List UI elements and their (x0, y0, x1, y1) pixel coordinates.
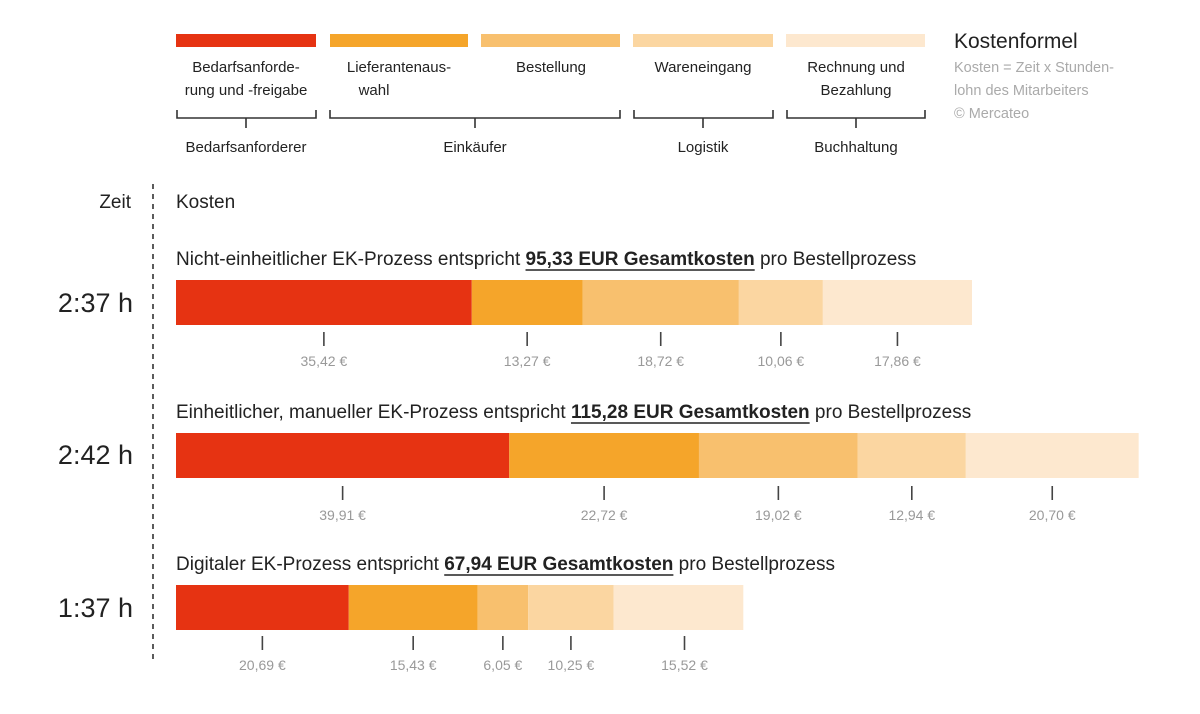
legend-stage4-line1: Wareneingang (654, 59, 751, 76)
formula-title: Kostenformel (954, 30, 1078, 53)
process-title: Nicht-einheitlicher EK-Prozess entsprich… (176, 249, 916, 270)
legend-swatch-stage5 (786, 34, 925, 47)
value-label: 12,94 € (888, 507, 935, 523)
value-label: 20,70 € (1029, 507, 1076, 523)
process-time: 1:37 h (58, 593, 133, 623)
process-title-pre: Einheitlicher, manueller EK-Prozess ents… (176, 402, 571, 423)
legend: Bedarfsanforde- rung und -freigabe Liefe… (176, 34, 926, 156)
bar-segment-stage3 (477, 585, 529, 630)
bracket-einkaeufer (329, 110, 621, 128)
value-label: 15,43 € (390, 657, 437, 673)
value-label: 13,27 € (504, 353, 551, 369)
time-header: Zeit (99, 192, 131, 213)
legend-swatch-stage2 (330, 34, 468, 47)
value-label: 19,02 € (755, 507, 802, 523)
bar-segment-stage1 (176, 280, 472, 325)
process-title: Einheitlicher, manueller EK-Prozess ents… (176, 402, 971, 423)
process-title-pre: Nicht-einheitlicher EK-Prozess entsprich… (176, 249, 526, 270)
bar-segment-stage2 (509, 433, 699, 478)
group-label-bedarfsanforderer: Bedarfsanforderer (186, 139, 307, 156)
process-title-pre: Digitaler EK-Prozess entspricht (176, 554, 444, 575)
bracket-buchhaltung (786, 110, 926, 128)
process-row: Einheitlicher, manueller EK-Prozess ents… (58, 402, 1139, 523)
bar-segment-stage1 (176, 585, 349, 630)
cost-header: Kosten (176, 192, 235, 213)
legend-stage1-line2: rung und -freigabe (185, 82, 308, 99)
value-label: 10,06 € (758, 353, 805, 369)
legend-stage2-line2: wahl (358, 82, 390, 99)
legend-stage5-line1: Rechnung und (807, 59, 905, 76)
value-label: 22,72 € (581, 507, 628, 523)
formula-line2: lohn des Mitarbeiters (954, 83, 1089, 99)
legend-swatch-stage1 (176, 34, 316, 47)
bar-segment-stage5 (965, 433, 1139, 478)
legend-stage3-line1: Bestellung (516, 59, 586, 76)
process-title: Digitaler EK-Prozess entspricht 67,94 EU… (176, 554, 835, 575)
bar-segment-stage2 (348, 585, 478, 630)
bar-segment-stage5 (822, 280, 972, 325)
process-title-post: pro Bestellprozess (673, 554, 835, 575)
process-time: 2:37 h (58, 288, 133, 318)
value-label: 10,25 € (548, 657, 595, 673)
legend-stage1-line1: Bedarfsanforde- (192, 59, 300, 76)
value-label: 20,69 € (239, 657, 286, 673)
legend-stage2-line1: Lieferantenaus- (347, 59, 451, 76)
bar-segment-stage4 (857, 433, 966, 478)
process-row: Nicht-einheitlicher EK-Prozess entsprich… (58, 249, 972, 369)
bar-segment-stage3 (582, 280, 739, 325)
bar-segment-stage1 (176, 433, 510, 478)
bar-segment-stage3 (698, 433, 858, 478)
process-title-post: pro Bestellprozess (810, 402, 972, 423)
cost-formula: Kostenformel Kosten = Zeit x Stunden- lo… (954, 30, 1114, 122)
bar-segment-stage2 (471, 280, 583, 325)
bracket-bedarfsanforderer (176, 110, 317, 128)
formula-copyright: © Mercateo (954, 106, 1029, 122)
process-total: 115,28 EUR Gesamtkosten (571, 402, 810, 423)
legend-stage5-line2: Bezahlung (821, 82, 892, 99)
group-label-einkaeufer: Einkäufer (443, 139, 506, 156)
process-title-post: pro Bestellprozess (755, 249, 917, 270)
legend-swatch-stage3 (481, 34, 620, 47)
value-label: 6,05 € (483, 657, 522, 673)
process-row: Digitaler EK-Prozess entspricht 67,94 EU… (58, 554, 835, 673)
formula-line1: Kosten = Zeit x Stunden- (954, 60, 1114, 76)
bar-segment-stage5 (613, 585, 744, 630)
value-label: 18,72 € (637, 353, 684, 369)
bracket-logistik (633, 110, 774, 128)
bar-segment-stage4 (528, 585, 614, 630)
process-total: 67,94 EUR Gesamtkosten (444, 554, 673, 575)
process-time: 2:42 h (58, 440, 133, 470)
legend-swatch-stage4 (633, 34, 773, 47)
process-rows: Nicht-einheitlicher EK-Prozess entsprich… (58, 249, 1139, 673)
value-label: 35,42 € (301, 353, 348, 369)
value-label: 39,91 € (319, 507, 366, 523)
bar-segment-stage4 (738, 280, 823, 325)
group-label-logistik: Logistik (678, 139, 729, 156)
value-label: 17,86 € (874, 353, 921, 369)
group-label-buchhaltung: Buchhaltung (814, 139, 897, 156)
value-label: 15,52 € (661, 657, 708, 673)
process-total: 95,33 EUR Gesamtkosten (526, 249, 755, 270)
